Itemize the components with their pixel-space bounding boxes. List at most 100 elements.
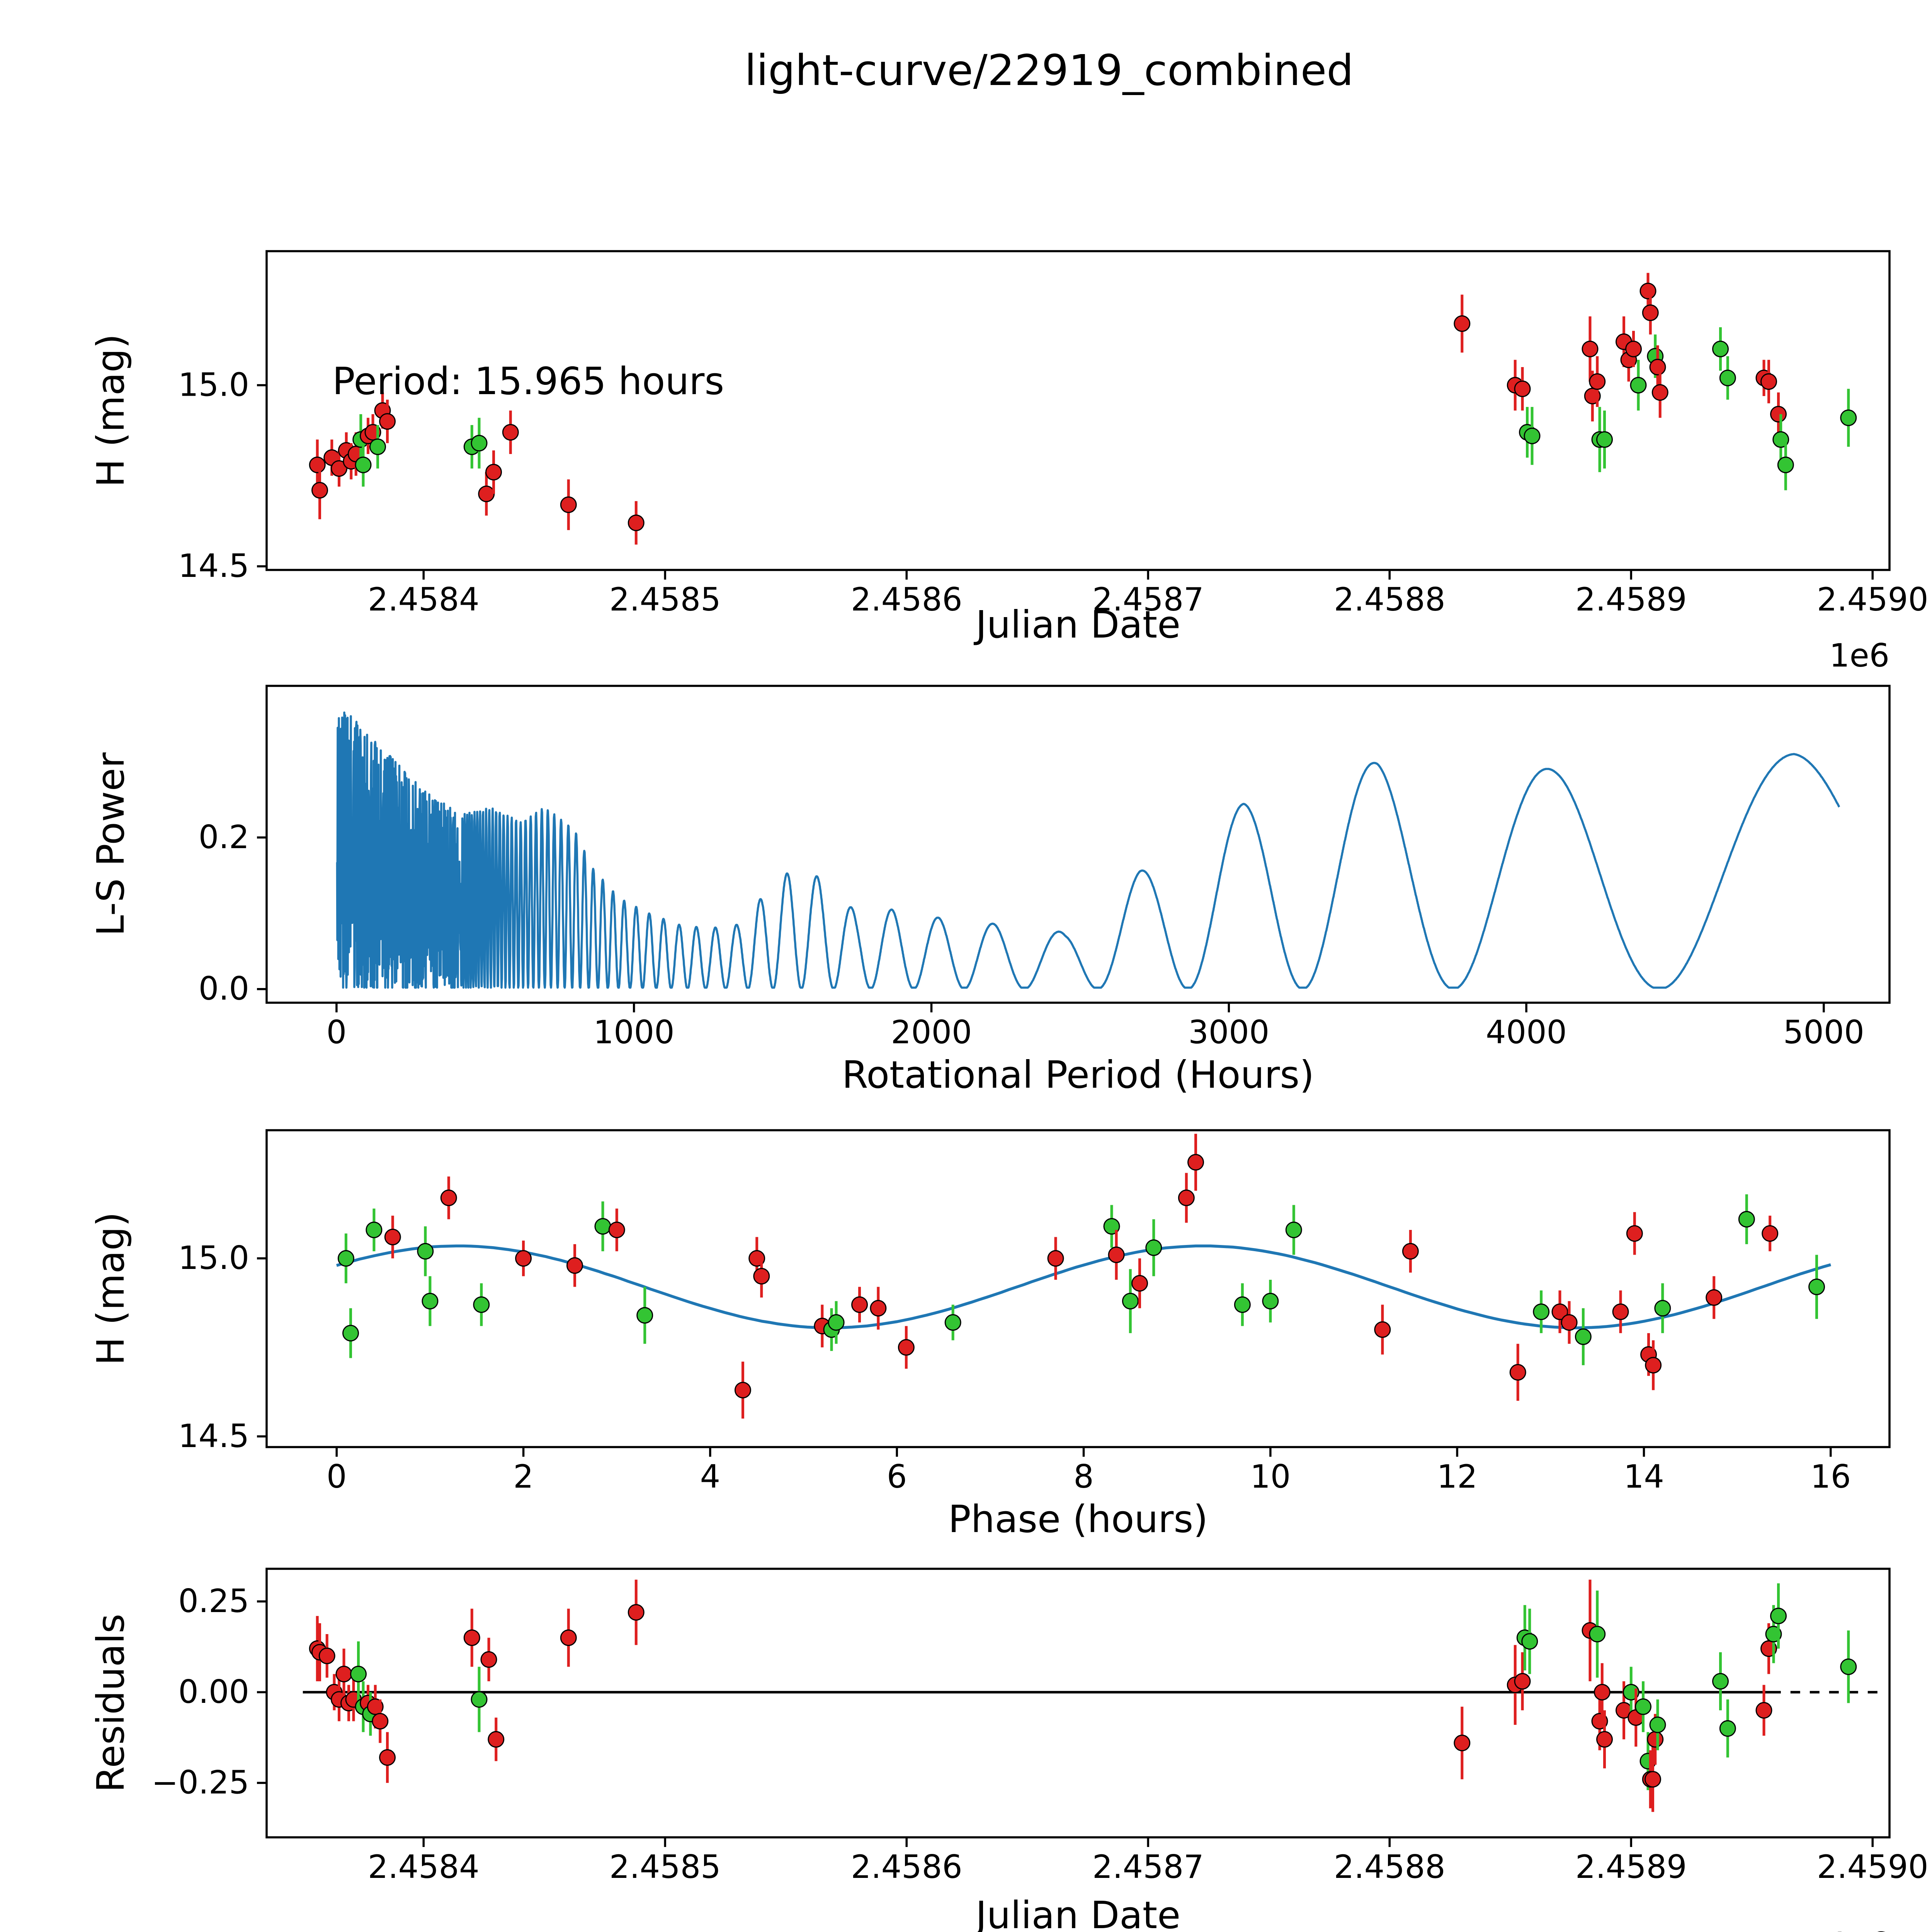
data-point-red bbox=[1770, 406, 1787, 423]
data-point-green bbox=[1285, 1221, 1302, 1238]
data-point-green bbox=[471, 1691, 488, 1708]
data-point-green bbox=[1524, 427, 1541, 444]
panel-phase-folded: 0 2 4 6 8 10 12 14 16 14.5 15.0 bbox=[178, 1129, 1891, 1495]
x-tick-label: 5000 bbox=[1783, 1014, 1864, 1051]
data-point-red bbox=[1645, 1357, 1662, 1374]
panel3-x-axis-label: Phase (hours) bbox=[948, 1497, 1208, 1541]
data-point-red bbox=[379, 1749, 396, 1766]
x-tick-label: 1000 bbox=[594, 1014, 675, 1051]
data-point-green bbox=[1596, 431, 1613, 448]
data-point-red bbox=[1762, 1225, 1779, 1242]
lightcurve-jd-plot-area bbox=[309, 273, 1857, 545]
data-point-green bbox=[1738, 1211, 1755, 1228]
data-point-red bbox=[851, 1296, 868, 1313]
data-point-green bbox=[1533, 1303, 1550, 1320]
data-point-green bbox=[1840, 409, 1857, 426]
data-point-green bbox=[1719, 369, 1736, 386]
data-point-red bbox=[502, 424, 519, 441]
data-point-red bbox=[870, 1300, 887, 1317]
data-point-green bbox=[594, 1218, 611, 1235]
data-point-red bbox=[480, 1651, 497, 1668]
data-point-red bbox=[753, 1268, 770, 1285]
data-point-green bbox=[1719, 1720, 1736, 1737]
data-point-red bbox=[1374, 1321, 1391, 1338]
periodogram-plot-area bbox=[336, 711, 1840, 989]
panel2-x-axis-label: Rotational Period (Hours) bbox=[842, 1053, 1314, 1097]
data-point-red bbox=[1594, 1684, 1611, 1701]
y-tick-label: 0.2 bbox=[199, 819, 249, 856]
data-point-red bbox=[734, 1382, 751, 1399]
data-point-green bbox=[1575, 1328, 1592, 1345]
x-tick-label: 2.4589 bbox=[1575, 581, 1687, 618]
data-point-red bbox=[1612, 1303, 1629, 1320]
data-point-green bbox=[355, 456, 372, 473]
data-point-green bbox=[1521, 1633, 1538, 1650]
x-tick-label: 2 bbox=[513, 1458, 534, 1495]
data-point-red bbox=[566, 1257, 583, 1274]
x-tick-label: 14 bbox=[1624, 1458, 1664, 1495]
data-point-red bbox=[488, 1731, 505, 1748]
data-point-green bbox=[1712, 1673, 1729, 1690]
data-point-red bbox=[1454, 315, 1471, 332]
data-point-red bbox=[1108, 1246, 1125, 1263]
x-tick-label: 3000 bbox=[1188, 1014, 1269, 1051]
data-point-green bbox=[1589, 1626, 1606, 1643]
data-point-red bbox=[372, 1713, 389, 1730]
y-tick-label: 0.25 bbox=[178, 1583, 249, 1620]
x-tick-label: 6 bbox=[887, 1458, 907, 1495]
data-point-red bbox=[335, 1665, 352, 1682]
data-point-red bbox=[309, 456, 326, 473]
axes-frame bbox=[265, 685, 1891, 1004]
data-point-red bbox=[1589, 373, 1606, 390]
data-point-red bbox=[1647, 1731, 1664, 1748]
x-tick-label: 4 bbox=[700, 1458, 721, 1495]
data-point-red bbox=[1454, 1735, 1471, 1752]
data-point-green bbox=[369, 438, 386, 455]
data-point-green bbox=[417, 1243, 434, 1260]
data-point-red bbox=[1509, 1364, 1526, 1381]
y-tick-label: 14.5 bbox=[178, 548, 249, 585]
y-tick-label: −0.25 bbox=[151, 1764, 249, 1801]
data-point-green bbox=[1777, 456, 1794, 473]
data-point-green bbox=[342, 1325, 359, 1342]
data-point-green bbox=[828, 1314, 845, 1331]
data-point-red bbox=[1645, 1771, 1661, 1788]
x-tick-label: 12 bbox=[1437, 1458, 1478, 1495]
data-point-red bbox=[1649, 359, 1666, 376]
data-point-green bbox=[473, 1296, 490, 1313]
data-point-red bbox=[1582, 340, 1599, 357]
data-point-green bbox=[1122, 1293, 1139, 1310]
data-point-red bbox=[1639, 282, 1656, 299]
panel-lightcurve-jd: 2.4584 2.4585 2.4586 2.4587 2.4588 2.4589 2.45… bbox=[178, 250, 1929, 618]
data-point-green bbox=[636, 1307, 653, 1324]
x-tick-label: 2.4586 bbox=[851, 1849, 963, 1886]
data-point-red bbox=[478, 485, 495, 502]
data-point-red bbox=[1760, 373, 1777, 390]
data-point-green bbox=[1630, 377, 1647, 394]
chart-panels: 2.4584 2.4585 2.4586 2.4587 2.4588 2.4589 2.45… bbox=[151, 250, 1929, 1886]
data-point-red bbox=[440, 1189, 457, 1206]
x-tick-label: 2.4588 bbox=[1334, 581, 1446, 618]
panel-residuals-jd: 2.4584 2.4585 2.4586 2.4587 2.4588 2.4589 2.45… bbox=[151, 1568, 1929, 1886]
panel4-x-offset-label: 1e6 bbox=[1829, 1926, 1889, 1932]
residuals-jd-plot-area bbox=[303, 1580, 1878, 1812]
data-point-green bbox=[366, 1221, 383, 1238]
data-point-green bbox=[944, 1314, 961, 1331]
data-point-green bbox=[471, 435, 488, 452]
data-point-red bbox=[1131, 1275, 1148, 1292]
phase-fit-line bbox=[336, 1244, 1832, 1330]
data-point-red bbox=[1551, 1303, 1568, 1320]
data-point-red bbox=[1651, 384, 1668, 401]
x-tick-label: 2.4585 bbox=[609, 1849, 721, 1886]
data-point-red bbox=[1596, 1731, 1613, 1748]
data-point-red bbox=[1514, 380, 1531, 397]
axes-frame bbox=[265, 1568, 1891, 1838]
data-point-red bbox=[1755, 1702, 1772, 1719]
x-tick-label: 8 bbox=[1073, 1458, 1094, 1495]
x-tick-label: 16 bbox=[1810, 1458, 1851, 1495]
x-tick-label: 2.4584 bbox=[368, 581, 480, 618]
x-tick-label: 2.4589 bbox=[1575, 1849, 1687, 1886]
panel4-y-axis-label: Residuals bbox=[88, 1614, 133, 1793]
